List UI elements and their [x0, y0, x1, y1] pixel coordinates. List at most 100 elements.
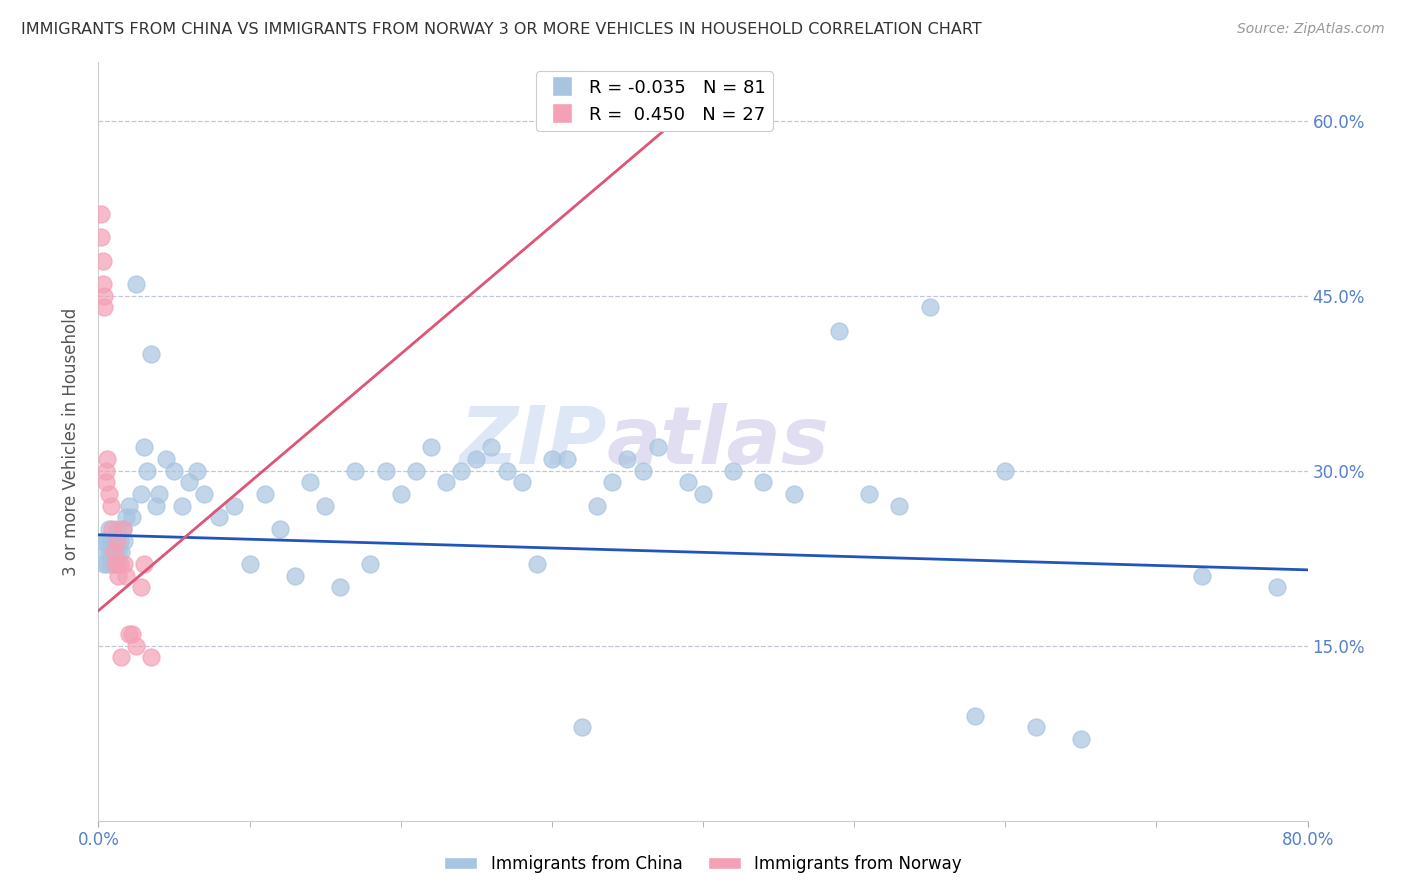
Point: [994, 464, 1017, 478]
Point: [112, 533, 135, 548]
Point: [602, 475, 624, 490]
Point: [269, 522, 291, 536]
Text: IMMIGRANTS FROM CHINA VS IMMIGRANTS FROM NORWAY 3 OR MORE VEHICLES IN HOUSEHOLD : IMMIGRANTS FROM CHINA VS IMMIGRANTS FROM…: [21, 22, 981, 37]
Point: [108, 533, 131, 548]
Point: [91, 533, 114, 548]
Point: [828, 324, 851, 338]
Point: [100, 533, 122, 548]
Point: [104, 557, 127, 571]
Point: [1267, 580, 1289, 594]
Point: [100, 557, 122, 571]
Point: [450, 464, 472, 478]
Point: [616, 452, 638, 467]
Point: [155, 452, 177, 467]
Point: [118, 499, 141, 513]
Point: [91, 277, 114, 291]
Point: [752, 475, 775, 490]
Point: [647, 441, 669, 455]
Point: [104, 545, 127, 559]
Point: [103, 545, 125, 559]
Point: [1070, 731, 1092, 746]
Point: [132, 441, 155, 455]
Point: [465, 452, 488, 467]
Point: [114, 510, 136, 524]
Point: [111, 522, 134, 536]
Point: [103, 557, 125, 571]
Point: [105, 533, 128, 548]
Point: [125, 277, 148, 291]
Point: [110, 650, 132, 665]
Point: [91, 253, 114, 268]
Point: [98, 545, 121, 559]
Point: [631, 464, 654, 478]
Point: [193, 487, 215, 501]
Point: [555, 452, 578, 467]
Point: [481, 441, 503, 455]
Point: [965, 708, 987, 723]
Point: [94, 464, 117, 478]
Point: [118, 627, 141, 641]
Point: [110, 545, 132, 559]
Legend: R = -0.035   N = 81, R =  0.450   N = 27: R = -0.035 N = 81, R = 0.450 N = 27: [536, 71, 772, 131]
Point: [179, 475, 201, 490]
Point: [253, 487, 276, 501]
Point: [510, 475, 533, 490]
Point: [284, 568, 307, 582]
Point: [170, 499, 193, 513]
Point: [495, 464, 517, 478]
Point: [105, 522, 128, 536]
Point: [360, 557, 382, 571]
Point: [93, 557, 115, 571]
Point: [858, 487, 880, 501]
Point: [96, 557, 118, 571]
Point: [540, 452, 562, 467]
Point: [889, 499, 911, 513]
Point: [186, 464, 208, 478]
Point: [420, 441, 443, 455]
Point: [94, 475, 117, 490]
Point: [129, 580, 152, 594]
Point: [208, 510, 231, 524]
Point: [314, 499, 336, 513]
Point: [96, 533, 118, 548]
Point: [329, 580, 352, 594]
Point: [93, 289, 115, 303]
Point: [1191, 568, 1213, 582]
Y-axis label: 3 or more Vehicles in Household: 3 or more Vehicles in Household: [62, 308, 80, 575]
Point: [135, 464, 157, 478]
Point: [299, 475, 322, 490]
Point: [239, 557, 262, 571]
Point: [98, 522, 121, 536]
Text: Source: ZipAtlas.com: Source: ZipAtlas.com: [1237, 22, 1385, 37]
Point: [98, 487, 121, 501]
Point: [100, 499, 122, 513]
Point: [918, 301, 941, 315]
Point: [141, 650, 163, 665]
Point: [112, 557, 135, 571]
Point: [344, 464, 367, 478]
Point: [101, 522, 124, 536]
Point: [148, 487, 170, 501]
Point: [571, 720, 593, 734]
Point: [114, 568, 136, 582]
Point: [121, 510, 143, 524]
Point: [105, 557, 128, 571]
Point: [103, 533, 125, 548]
Point: [1024, 720, 1046, 734]
Point: [783, 487, 806, 501]
Point: [586, 499, 609, 513]
Point: [111, 522, 134, 536]
Point: [405, 464, 427, 478]
Text: ZIP: ZIP: [458, 402, 606, 481]
Legend: Immigrants from China, Immigrants from Norway: Immigrants from China, Immigrants from N…: [437, 848, 969, 880]
Point: [90, 207, 112, 221]
Point: [676, 475, 699, 490]
Point: [434, 475, 457, 490]
Point: [145, 499, 167, 513]
Point: [163, 464, 186, 478]
Point: [90, 230, 112, 244]
Point: [141, 347, 163, 361]
Point: [107, 568, 129, 582]
Point: [107, 545, 129, 559]
Point: [526, 557, 548, 571]
